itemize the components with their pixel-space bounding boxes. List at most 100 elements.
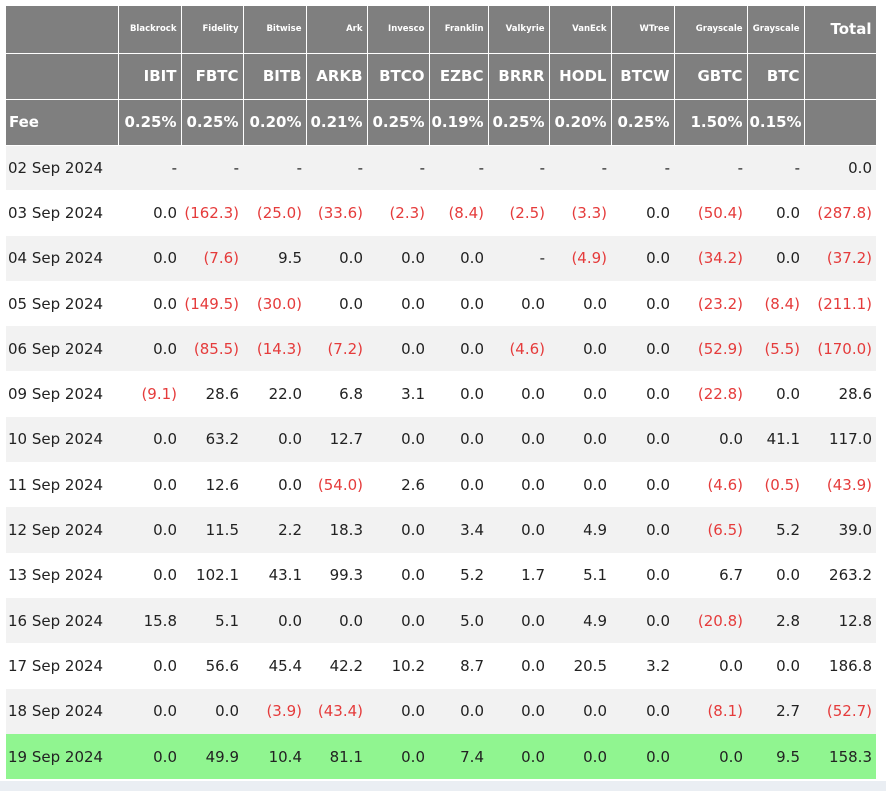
flow-cell: 0.0 [611,371,674,417]
table-row: 16 Sep 2024 15.8 5.1 0.0 0.0 0.0 5.0 0.0 4.9 0.0(… [6,597,876,644]
flow-cell: - [674,145,747,191]
fee-header-cell: Fee [6,99,119,146]
flow-cell: 0.0 [747,643,804,689]
total-cell: (170.0) [804,326,876,372]
flow-cell: 0.0 [488,371,549,417]
fee-header-cell: 0.25% [488,99,550,146]
flow-cell: - [243,145,306,191]
table-row: 11 Sep 2024 0.0 12.6 0.0 (54.0) 2.6 0.0 0.0 0.0 0… [6,462,876,508]
flow-cell: 99.3 [306,552,367,598]
ticker-header-row: IBIT FBTC BITB ARKB BTCO EZBC BRRR HODL BTCW GBTC… [6,53,877,100]
flow-cell: 18.3 [306,507,367,553]
flow-cell: 2.2 [243,507,306,553]
issuer-header-cell: Blackrock [118,6,182,54]
flow-cell: (8.4) [429,190,488,236]
flow-cell: 0.0 [243,597,306,644]
table-row: 05 Sep 2024 0.0 (149.5) (30.0) 0.0 0.0 0.0 0.0 0… [6,280,876,327]
flow-cell: 42.2 [306,643,367,689]
flow-cell: 49.9 [181,733,243,780]
issuer-header-cell: Invesco [367,6,430,54]
flow-cell: (8.1) [674,688,747,734]
flow-cell: (4.9) [549,235,611,281]
total-cell: 158.3 [804,733,876,780]
flow-cell: 0.0 [611,507,674,553]
ticker-header-cell [6,53,119,100]
flow-cell: 0.0 [747,235,804,281]
ticker-header-cell: BRRR [488,53,550,100]
ticker-header-cell: EZBC [429,53,489,100]
table-row: 12 Sep 2024 0.0 11.5 2.2 18.3 0.0 3.4 0.0 4.9 0.0… [6,507,876,553]
flow-cell: 56.6 [181,643,243,689]
date-cell: 05 Sep 2024 [6,280,118,327]
date-cell: 06 Sep 2024 [6,326,118,372]
flow-cell: 0.0 [306,235,367,281]
flow-cell: 0.0 [674,416,747,463]
flow-cell: 0.0 [429,371,488,417]
total-cell: 117.0 [804,416,876,463]
flow-cell: 6.7 [674,552,747,598]
flow-cell: (52.9) [674,326,747,372]
flow-cell: (2.5) [488,190,549,236]
flow-cell: 5.1 [181,597,243,644]
flow-cell: 0.0 [488,597,549,644]
flow-cell: (162.3) [181,190,243,236]
flow-cell: 28.6 [181,371,243,417]
flow-cell: 0.0 [367,733,429,780]
flow-cell: (54.0) [306,462,367,508]
flow-cell: (7.2) [306,326,367,372]
flow-cell: 0.0 [674,733,747,780]
flow-cell: - [306,145,367,191]
issuer-header-cell: Grayscale [674,6,748,54]
date-cell: 13 Sep 2024 [6,552,118,598]
issuer-header-cell: Bitwise [243,6,307,54]
flow-cell: 0.0 [611,235,674,281]
flow-cell: 0.0 [118,280,181,327]
flow-cell: 0.0 [611,280,674,327]
ticker-header-cell: ARKB [306,53,368,100]
flow-cell: 2.6 [367,462,429,508]
flow-cell: 102.1 [181,552,243,598]
table-row: 06 Sep 2024 0.0 (85.5) (14.3) (7.2) 0.0 0.0 (4.… [6,326,876,372]
flow-cell: (25.0) [243,190,306,236]
flow-cell: 0.0 [549,326,611,372]
flow-cell: 0.0 [747,371,804,417]
flow-cell: 15.8 [118,597,181,644]
fee-header-cell: 0.20% [243,99,307,146]
table-row: 04 Sep 2024 0.0 (7.6) 9.5 0.0 0.0 0.0- (4.9) 0.0… [6,235,876,281]
flow-cell: 0.0 [611,190,674,236]
fee-header-cell: 0.21% [306,99,368,146]
issuer-header-cell: Grayscale [747,6,805,54]
issuer-header-cell: Total [804,6,877,54]
total-cell: (37.2) [804,235,876,281]
flow-cell: (22.8) [674,371,747,417]
total-cell: (43.9) [804,462,876,508]
flow-cell: 0.0 [549,462,611,508]
flow-cell: (5.5) [747,326,804,372]
total-cell: 263.2 [804,552,876,598]
fee-header-cell: 0.19% [429,99,489,146]
flow-cell: 0.0 [549,688,611,734]
flow-cell: (23.2) [674,280,747,327]
flow-cell: 0.0 [549,371,611,417]
flow-cell: (4.6) [488,326,549,372]
flow-cell: (43.4) [306,688,367,734]
issuer-header-cell: Franklin [429,6,489,54]
flow-cell: 22.0 [243,371,306,417]
table-row: 18 Sep 2024 0.0 0.0 (3.9) (43.4) 0.0 0.0 0.0 0.0… [6,688,876,734]
fee-header-row: Fee 0.25% 0.25% 0.20% 0.21% 0.25% 0.19% 0.25% 0.… [6,99,877,146]
table-row: 13 Sep 2024 0.0 102.1 43.1 99.3 0.0 5.2 1.7 5.1 0… [6,552,876,598]
flow-cell: 7.4 [429,733,488,780]
flow-cell: 5.2 [429,552,488,598]
total-cell: 0.0 [804,145,876,191]
flow-cell: 10.2 [367,643,429,689]
ticker-header-cell: FBTC [181,53,244,100]
flow-cell: (9.1) [118,371,181,417]
date-cell: 03 Sep 2024 [6,190,118,236]
flow-cell: 12.6 [181,462,243,508]
flow-cell: 9.5 [243,235,306,281]
flow-cell: 0.0 [367,552,429,598]
flow-cell: 8.7 [429,643,488,689]
fee-header-cell: 0.25% [118,99,182,146]
table-row: 10 Sep 2024 0.0 63.2 0.0 12.7 0.0 0.0 0.0 0.0 0.0… [6,416,876,463]
flow-cell: (14.3) [243,326,306,372]
